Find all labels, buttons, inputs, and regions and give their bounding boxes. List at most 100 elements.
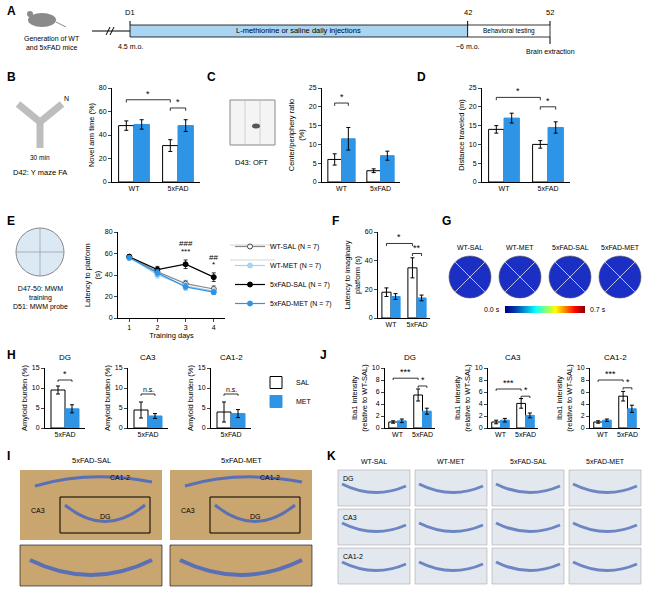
svg-text:1: 1 — [127, 324, 131, 331]
svg-text:Training days: Training days — [149, 331, 194, 340]
svg-text:20: 20 — [105, 293, 113, 300]
svg-text:N: N — [64, 95, 69, 102]
svg-text:WT-SAL (N = 7): WT-SAL (N = 7) — [270, 243, 319, 251]
svg-text:CA1-2: CA1-2 — [604, 353, 627, 362]
svg-text:5xFAD: 5xFAD — [370, 185, 391, 192]
svg-text:Generation of WTand 5xFAD mice: Generation of WTand 5xFAD mice — [24, 35, 80, 51]
svg-text:15: 15 — [198, 364, 206, 371]
svg-text:DG: DG — [59, 353, 71, 362]
svg-text:DG: DG — [404, 353, 416, 362]
svg-text:Iba1 intensity(relative to WT-: Iba1 intensity(relative to WT-SAL) — [453, 364, 472, 432]
svg-text:I: I — [7, 449, 10, 463]
svg-text:5xFAD-SAL: 5xFAD-SAL — [552, 244, 589, 251]
svg-text:WT: WT — [597, 431, 609, 438]
svg-text:10: 10 — [309, 141, 317, 148]
svg-text:CA1-2: CA1-2 — [260, 474, 280, 481]
svg-text:SAL: SAL — [296, 379, 309, 386]
svg-text:WT: WT — [336, 185, 348, 192]
svg-text:CA3: CA3 — [181, 507, 195, 514]
svg-text:Latency to platform(s): Latency to platform(s) — [83, 243, 102, 307]
svg-text:4: 4 — [581, 400, 585, 407]
svg-text:5xFAD: 5xFAD — [220, 431, 241, 438]
svg-text:60: 60 — [365, 228, 373, 235]
svg-text:n.s.: n.s. — [226, 386, 237, 393]
svg-text:40: 40 — [365, 257, 373, 264]
svg-text:WT: WT — [129, 185, 141, 192]
svg-text:Iba1 intensity(relative to WT-: Iba1 intensity(relative to WT-SAL) — [350, 364, 369, 432]
svg-text:***: *** — [605, 369, 616, 379]
svg-text:MET: MET — [296, 398, 312, 405]
svg-text:60: 60 — [105, 250, 113, 257]
svg-text:Brain extraction: Brain extraction — [526, 48, 575, 55]
svg-text:5xFAD-SAL: 5xFAD-SAL — [72, 456, 111, 465]
svg-text:2: 2 — [479, 412, 483, 419]
svg-text:40: 40 — [105, 271, 113, 278]
svg-text:2: 2 — [155, 324, 159, 331]
svg-text:20: 20 — [469, 103, 477, 110]
svg-text:15: 15 — [309, 122, 317, 129]
svg-text:DG: DG — [250, 513, 261, 520]
svg-text:5xFAD: 5xFAD — [137, 431, 158, 438]
svg-text:10: 10 — [372, 364, 380, 371]
svg-text:CA3: CA3 — [505, 353, 521, 362]
svg-text:20: 20 — [99, 155, 107, 162]
svg-text:Amyloid burden (%): Amyloid burden (%) — [186, 365, 195, 431]
svg-text:*: * — [212, 260, 215, 269]
svg-text:4: 4 — [479, 400, 483, 407]
svg-text:~6 m.o.: ~6 m.o. — [456, 43, 480, 50]
svg-text:J: J — [320, 348, 327, 362]
svg-text:10: 10 — [577, 364, 585, 371]
svg-text:5xFAD: 5xFAD — [406, 321, 427, 328]
svg-text:60: 60 — [99, 108, 107, 115]
svg-text:5xFAD-MET: 5xFAD-MET — [586, 458, 625, 465]
svg-text:*: * — [397, 232, 401, 242]
svg-text:WT-MET: WT-MET — [437, 458, 465, 465]
svg-text:42: 42 — [464, 8, 472, 17]
svg-text:10: 10 — [115, 384, 123, 391]
svg-text:CA3: CA3 — [140, 353, 156, 362]
svg-text:*: * — [421, 375, 425, 385]
svg-text:B: B — [7, 70, 16, 84]
svg-text:WT: WT — [392, 431, 404, 438]
svg-text:E: E — [7, 214, 15, 228]
svg-text:Behavioral testing: Behavioral testing — [483, 27, 535, 35]
svg-text:*: * — [546, 96, 550, 106]
svg-text:*: * — [340, 92, 344, 102]
svg-text:6: 6 — [479, 388, 483, 395]
svg-text:WT: WT — [499, 185, 511, 192]
svg-text:***: *** — [503, 378, 514, 388]
svg-text:0: 0 — [376, 424, 380, 431]
svg-text:52: 52 — [546, 8, 554, 17]
svg-text:*: * — [524, 385, 528, 395]
svg-text:15: 15 — [32, 364, 40, 371]
svg-text:10: 10 — [32, 384, 40, 391]
svg-text:25: 25 — [469, 84, 477, 91]
svg-text:G: G — [442, 214, 451, 228]
svg-text:10: 10 — [198, 384, 206, 391]
svg-text:0: 0 — [369, 314, 373, 321]
svg-text:***: *** — [400, 367, 411, 377]
svg-text:L-methionine or saline daily i: L-methionine or saline daily injections — [236, 26, 361, 35]
svg-text:###: ### — [179, 239, 193, 248]
svg-text:Amyloid burden (%): Amyloid burden (%) — [103, 365, 112, 431]
svg-text:D43: OFT: D43: OFT — [235, 158, 268, 167]
svg-text:8: 8 — [376, 376, 380, 383]
svg-text:WT: WT — [386, 321, 398, 328]
svg-text:WT-MET: WT-MET — [506, 244, 534, 251]
svg-text:5xFAD: 5xFAD — [617, 431, 638, 438]
svg-text:D42: Y maze FA: D42: Y maze FA — [13, 168, 67, 177]
svg-text:*: * — [626, 377, 630, 387]
svg-text:0: 0 — [581, 424, 585, 431]
svg-text:5: 5 — [313, 160, 317, 167]
svg-text:D47-50: MWMtrainingD51: MWM pr: D47-50: MWMtrainingD51: MWM probe — [13, 285, 68, 311]
svg-text:CA1-2: CA1-2 — [110, 474, 130, 481]
svg-text:20: 20 — [365, 286, 373, 293]
svg-text:WT-SAL: WT-SAL — [361, 458, 387, 465]
svg-text:Novel arm time (%): Novel arm time (%) — [87, 102, 96, 167]
svg-text:0: 0 — [202, 424, 206, 431]
svg-text:CA1-2: CA1-2 — [220, 353, 243, 362]
svg-text:4: 4 — [212, 324, 216, 331]
svg-text:H: H — [7, 348, 16, 362]
svg-text:0.0 s: 0.0 s — [484, 306, 500, 313]
svg-text:A: A — [7, 4, 16, 18]
